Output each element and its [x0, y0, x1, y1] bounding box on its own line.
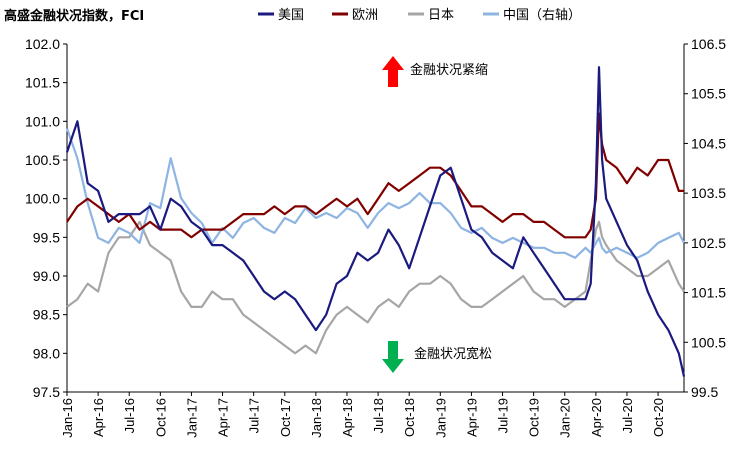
tightening-label: 金融状况紧缩: [410, 62, 488, 78]
up-arrow-icon: [382, 56, 404, 87]
x-tick-label: Oct-20: [651, 398, 666, 437]
x-tick-label: Jan-19: [433, 398, 448, 438]
x-tick-label: Oct-16: [153, 398, 168, 437]
right-tick-label: 104.5: [691, 135, 726, 151]
legend-entry: 中国（右轴）: [503, 8, 581, 23]
x-tick-label: Jan-17: [184, 398, 199, 438]
right-tick-label: 101.5: [691, 285, 726, 301]
right-tick-label: 105.5: [691, 86, 726, 102]
x-tick-label: Oct-18: [402, 398, 417, 437]
series-line: [66, 112, 684, 239]
x-tick-label: Apr-16: [91, 398, 106, 437]
series-line: [65, 128, 685, 259]
left-tick-label: 99.5: [33, 229, 60, 245]
right-tick-label: 99.5: [691, 384, 718, 400]
left-tick-label: 102.0: [25, 36, 60, 52]
legend: 美国 欧洲 日本 中国（右轴）: [258, 8, 581, 23]
x-tick-label: Jul-16: [122, 398, 137, 433]
x-tick-label: Jan-18: [309, 398, 324, 438]
right-tick-label: 103.5: [691, 185, 726, 201]
left-tick-label: 100.5: [25, 152, 60, 168]
x-tick-label: Apr-19: [464, 398, 479, 437]
legend-entry: 欧洲: [352, 8, 378, 23]
right-tick-label: 102.5: [691, 235, 726, 251]
x-tick-label: Apr-18: [340, 398, 355, 437]
series-line: [66, 220, 685, 355]
series-layer: [65, 66, 686, 377]
left-tick-label: 98.0: [33, 345, 60, 361]
x-tick-label: Jul-17: [247, 398, 262, 433]
right-tick-label: 100.5: [691, 334, 726, 350]
left-tick-label: 97.5: [33, 384, 60, 400]
down-arrow-icon: [382, 341, 404, 373]
x-tick-label: Apr-20: [589, 398, 604, 437]
legend-entry: 美国: [278, 8, 304, 23]
x-tick-label: Jul-18: [371, 398, 386, 433]
left-tick-label: 101.5: [25, 75, 60, 91]
x-tick-label: Jul-19: [496, 398, 511, 433]
chart-title: 高盛金融状况指数，FCI: [4, 8, 144, 24]
x-tick-label: Oct-17: [278, 398, 293, 437]
x-tick-label: Apr-17: [216, 398, 231, 437]
left-tick-label: 98.5: [33, 307, 60, 323]
left-tick-label: 101.0: [25, 113, 60, 129]
left-tick-label: 100.0: [25, 191, 60, 207]
x-tick-label: Jul-20: [620, 398, 635, 433]
easing-label: 金融状况宽松: [414, 346, 492, 362]
left-tick-label: 99.0: [33, 268, 60, 284]
right-tick-label: 106.5: [691, 36, 726, 52]
legend-entry: 日本: [428, 8, 454, 23]
x-tick-label: Jan-16: [60, 398, 75, 438]
series-line: [65, 66, 686, 377]
x-tick-label: Oct-19: [527, 398, 542, 437]
axes: 97.5 98.0 98.5 99.0 99.5 100.0 100.5 101.0 101.5…: [25, 36, 726, 438]
x-tick-label: Jan-20: [558, 398, 573, 438]
